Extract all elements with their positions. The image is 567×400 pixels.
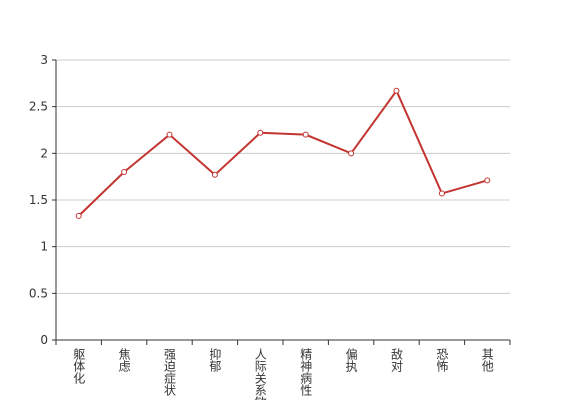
x-tick-label: 躯体化 [72,347,86,385]
point [348,150,355,157]
point [393,87,400,94]
x-tick-label: 精神病性 [299,348,313,397]
y-tick-label: 3 [40,53,48,67]
x-tick-label: 偏执 [344,347,358,373]
y-tick-label: 0.5 [29,286,48,300]
x-tick-label: 其他 [480,348,494,372]
y-tick-label: 2.5 [29,100,48,114]
point [166,131,173,138]
point [484,177,491,184]
y-tick-label: 0 [40,333,48,347]
x-tick-label: 人际关系敏感 [253,348,267,400]
x-tick-label: 恐怖 [435,348,449,372]
x-tick-label: 抑郁 [208,347,222,373]
y-tick-label: 1.5 [29,193,48,207]
point [438,190,445,197]
x-tick-label: 敌对 [390,347,404,372]
point [211,171,218,178]
x-tick-label: 强迫症状 [163,348,177,396]
y-tick-label: 1 [40,240,48,254]
point [121,169,128,175]
point [257,129,264,136]
y-tick-label: 2 [40,146,48,160]
point [302,131,309,138]
x-tick-label: 焦虑 [117,348,131,372]
line [78,88,488,217]
point [75,212,82,219]
